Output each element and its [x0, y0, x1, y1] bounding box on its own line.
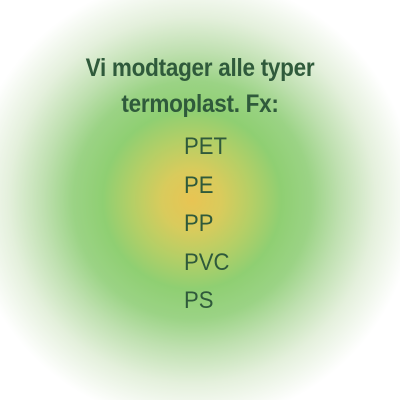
heading-line-2: termoplast. Fx: [121, 90, 279, 118]
plastic-type-item: PET [184, 133, 227, 160]
plastic-type-item: PP [184, 210, 214, 237]
heading-line-1: Vi modtager alle typer [85, 54, 315, 82]
plastic-type-item: PS [184, 287, 214, 314]
plastic-type-item: PE [184, 171, 214, 199]
plastic-type-item: PVC [184, 248, 230, 276]
heading: Vi modtager alle typer termoplast. Fx: [20, 50, 380, 122]
plastic-types-list: PET PE PP PVC PS [184, 128, 229, 321]
